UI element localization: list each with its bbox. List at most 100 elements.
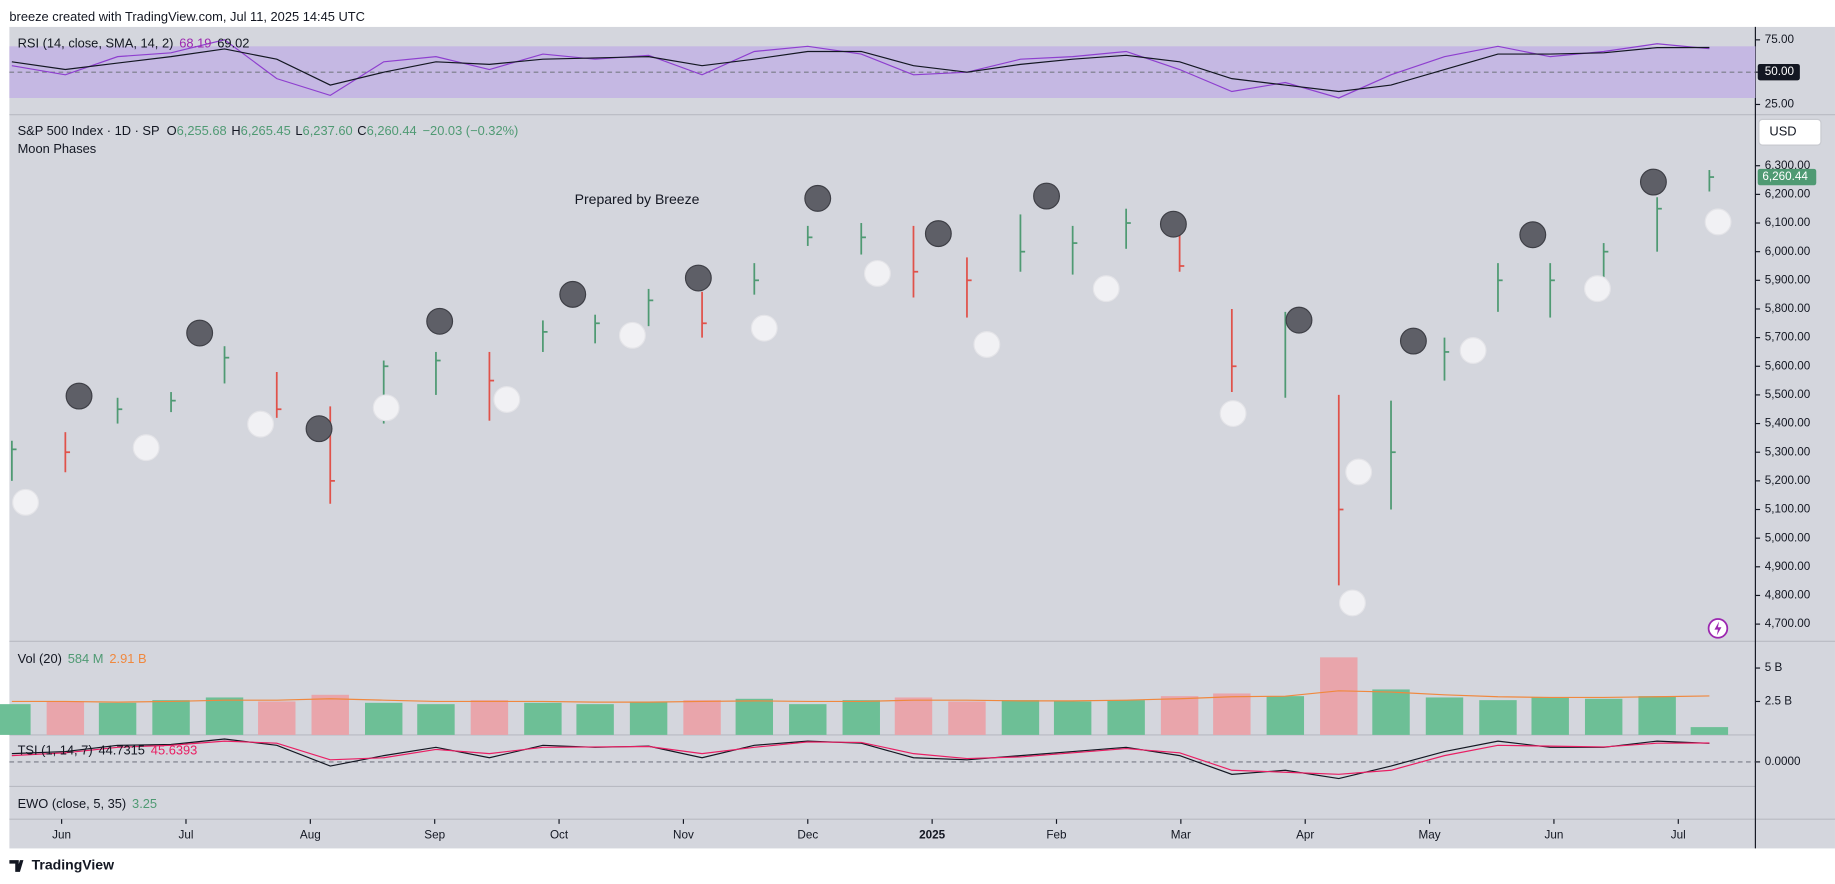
- y-tick-label: 5,300.00: [1765, 445, 1811, 458]
- series-line: [11, 738, 1710, 780]
- volume-bar: [1053, 701, 1092, 735]
- moon-phase: [684, 264, 712, 292]
- ohlc-key: C: [357, 124, 366, 139]
- x-tick-label: Feb: [1046, 829, 1067, 842]
- volume-bar: [789, 704, 827, 735]
- series-line: [11, 690, 1710, 703]
- moon-phase: [1639, 168, 1667, 196]
- moon-phase: [1345, 458, 1373, 486]
- moon-phase: [132, 434, 160, 462]
- volume-bar: [364, 702, 403, 735]
- volume-legend: Vol (20) 584 M 2.91 B: [18, 651, 147, 666]
- moon-phase: [1033, 182, 1061, 210]
- ohlc-key: L: [295, 124, 302, 139]
- y-tick-label: 50.00: [1765, 65, 1795, 78]
- x-tick-label: Aug: [300, 829, 321, 842]
- tsi-value: 44.7315: [98, 743, 144, 758]
- y-tick-label: 0.0000: [1765, 755, 1801, 768]
- price-change: −20.03 (−0.32%): [423, 124, 519, 139]
- moon-phase: [493, 386, 521, 413]
- series-line: [11, 39, 1710, 99]
- volume-bar: [1107, 700, 1145, 735]
- moon-phase: [1459, 337, 1487, 364]
- x-tick-label: Jun: [1545, 829, 1564, 842]
- y-tick-label: 4,700.00: [1765, 617, 1811, 630]
- currency-button-bg[interactable]: [1758, 118, 1822, 146]
- x-tick-label: May: [1419, 829, 1441, 842]
- rsi-value: 68.19: [179, 36, 211, 51]
- flash-icon[interactable]: [1707, 618, 1729, 639]
- volume-bar: [1266, 696, 1305, 735]
- y-tick-label: 2.5 B: [1765, 695, 1792, 708]
- currency-label[interactable]: USD: [1769, 124, 1796, 139]
- moon-phase: [1339, 589, 1366, 617]
- currency-button[interactable]: USD: [1758, 118, 1822, 146]
- ewo-title: EWO (close, 5, 35): [18, 797, 127, 812]
- level-badge: [1757, 63, 1800, 81]
- x-tick-label: 2025: [919, 829, 946, 842]
- ohlc-value: 6,260.44: [367, 124, 417, 139]
- annotation: Prepared by Breeze: [575, 191, 700, 207]
- moon-phase: [863, 259, 891, 287]
- indicator-name: Moon Phases: [18, 141, 97, 156]
- y-tick-label: 5,500.00: [1765, 388, 1811, 401]
- moon-phase: [804, 184, 832, 212]
- rsi-legend: RSI (14, close, SMA, 14, 2) 68.19 69.02: [18, 36, 250, 51]
- volume-bar: [1320, 657, 1358, 735]
- volume-bar: [1372, 689, 1410, 735]
- volume-bar: [1160, 696, 1199, 735]
- volume-bar: [152, 700, 190, 735]
- ohlc-key: H: [231, 124, 240, 139]
- ohlc-value: 6,265.45: [241, 124, 291, 139]
- moon-phase: [1519, 221, 1547, 249]
- header-text: breeze created with TradingView.com, Jul…: [9, 9, 365, 24]
- volume-ma-value: 2.91 B: [109, 651, 146, 666]
- y-tick-label: 5,900.00: [1765, 273, 1811, 286]
- y-tick-label: 6,200.00: [1765, 187, 1811, 200]
- volume-bar: [46, 701, 85, 735]
- series-line: [11, 740, 1710, 775]
- moon-phase: [559, 280, 587, 308]
- moon-phase: [1285, 306, 1313, 334]
- y-tick-label: 25.00: [1765, 98, 1795, 111]
- moon-phase: [372, 394, 400, 422]
- volume-bar: [417, 704, 455, 735]
- footer-logo: [9, 860, 24, 872]
- volume-bar: [629, 701, 668, 735]
- y-tick-label: 6,300.00: [1765, 159, 1811, 172]
- flash-bolt: [1714, 621, 1722, 636]
- moon-phase: [247, 410, 275, 438]
- volume-bar: [1690, 727, 1729, 735]
- volume-bar: [948, 701, 986, 735]
- volume-bar: [1584, 698, 1623, 735]
- volume-bar: [0, 704, 31, 735]
- y-tick-label: 6,100.00: [1765, 216, 1811, 229]
- moon-phase: [186, 319, 214, 347]
- symbol-title: S&P 500 Index · 1D · SP: [18, 124, 160, 139]
- volume-bar: [205, 697, 244, 735]
- volume-bar: [1638, 696, 1676, 735]
- ewo-legend: EWO (close, 5, 35) 3.25: [18, 797, 158, 812]
- y-tick-label: 5,200.00: [1765, 474, 1811, 487]
- moon-phase: [924, 220, 952, 248]
- y-tick-label: 5,100.00: [1765, 503, 1811, 516]
- pane-separators: [9, 26, 1835, 849]
- moon-phase: [1583, 275, 1611, 303]
- moon-phase: [618, 321, 646, 349]
- footer: TradingView: [9, 857, 114, 873]
- legends: RSI (14, close, SMA, 14, 2) 68.19 69.02 S&…: [18, 36, 700, 812]
- y-tick-label: 4,900.00: [1765, 560, 1811, 573]
- price-legend: S&P 500 Index · 1D · SP O6,255.68 H6,265.4…: [18, 124, 519, 139]
- volume-bar: [894, 697, 933, 735]
- tsi-signal-value: 45.6393: [151, 743, 197, 758]
- y-tick-label: 4,800.00: [1765, 589, 1811, 602]
- moon-phase: [65, 382, 93, 410]
- volume-title: Vol (20): [18, 651, 62, 666]
- volume-bar: [1479, 700, 1517, 735]
- moon-phase: [426, 307, 454, 335]
- rsi-sma-value: 69.02: [217, 36, 249, 51]
- moon-phase: [1159, 210, 1187, 238]
- volume-bar: [98, 702, 137, 735]
- y-tick-label: 75.00: [1765, 33, 1795, 46]
- ohlc-value: 6,255.68: [177, 124, 227, 139]
